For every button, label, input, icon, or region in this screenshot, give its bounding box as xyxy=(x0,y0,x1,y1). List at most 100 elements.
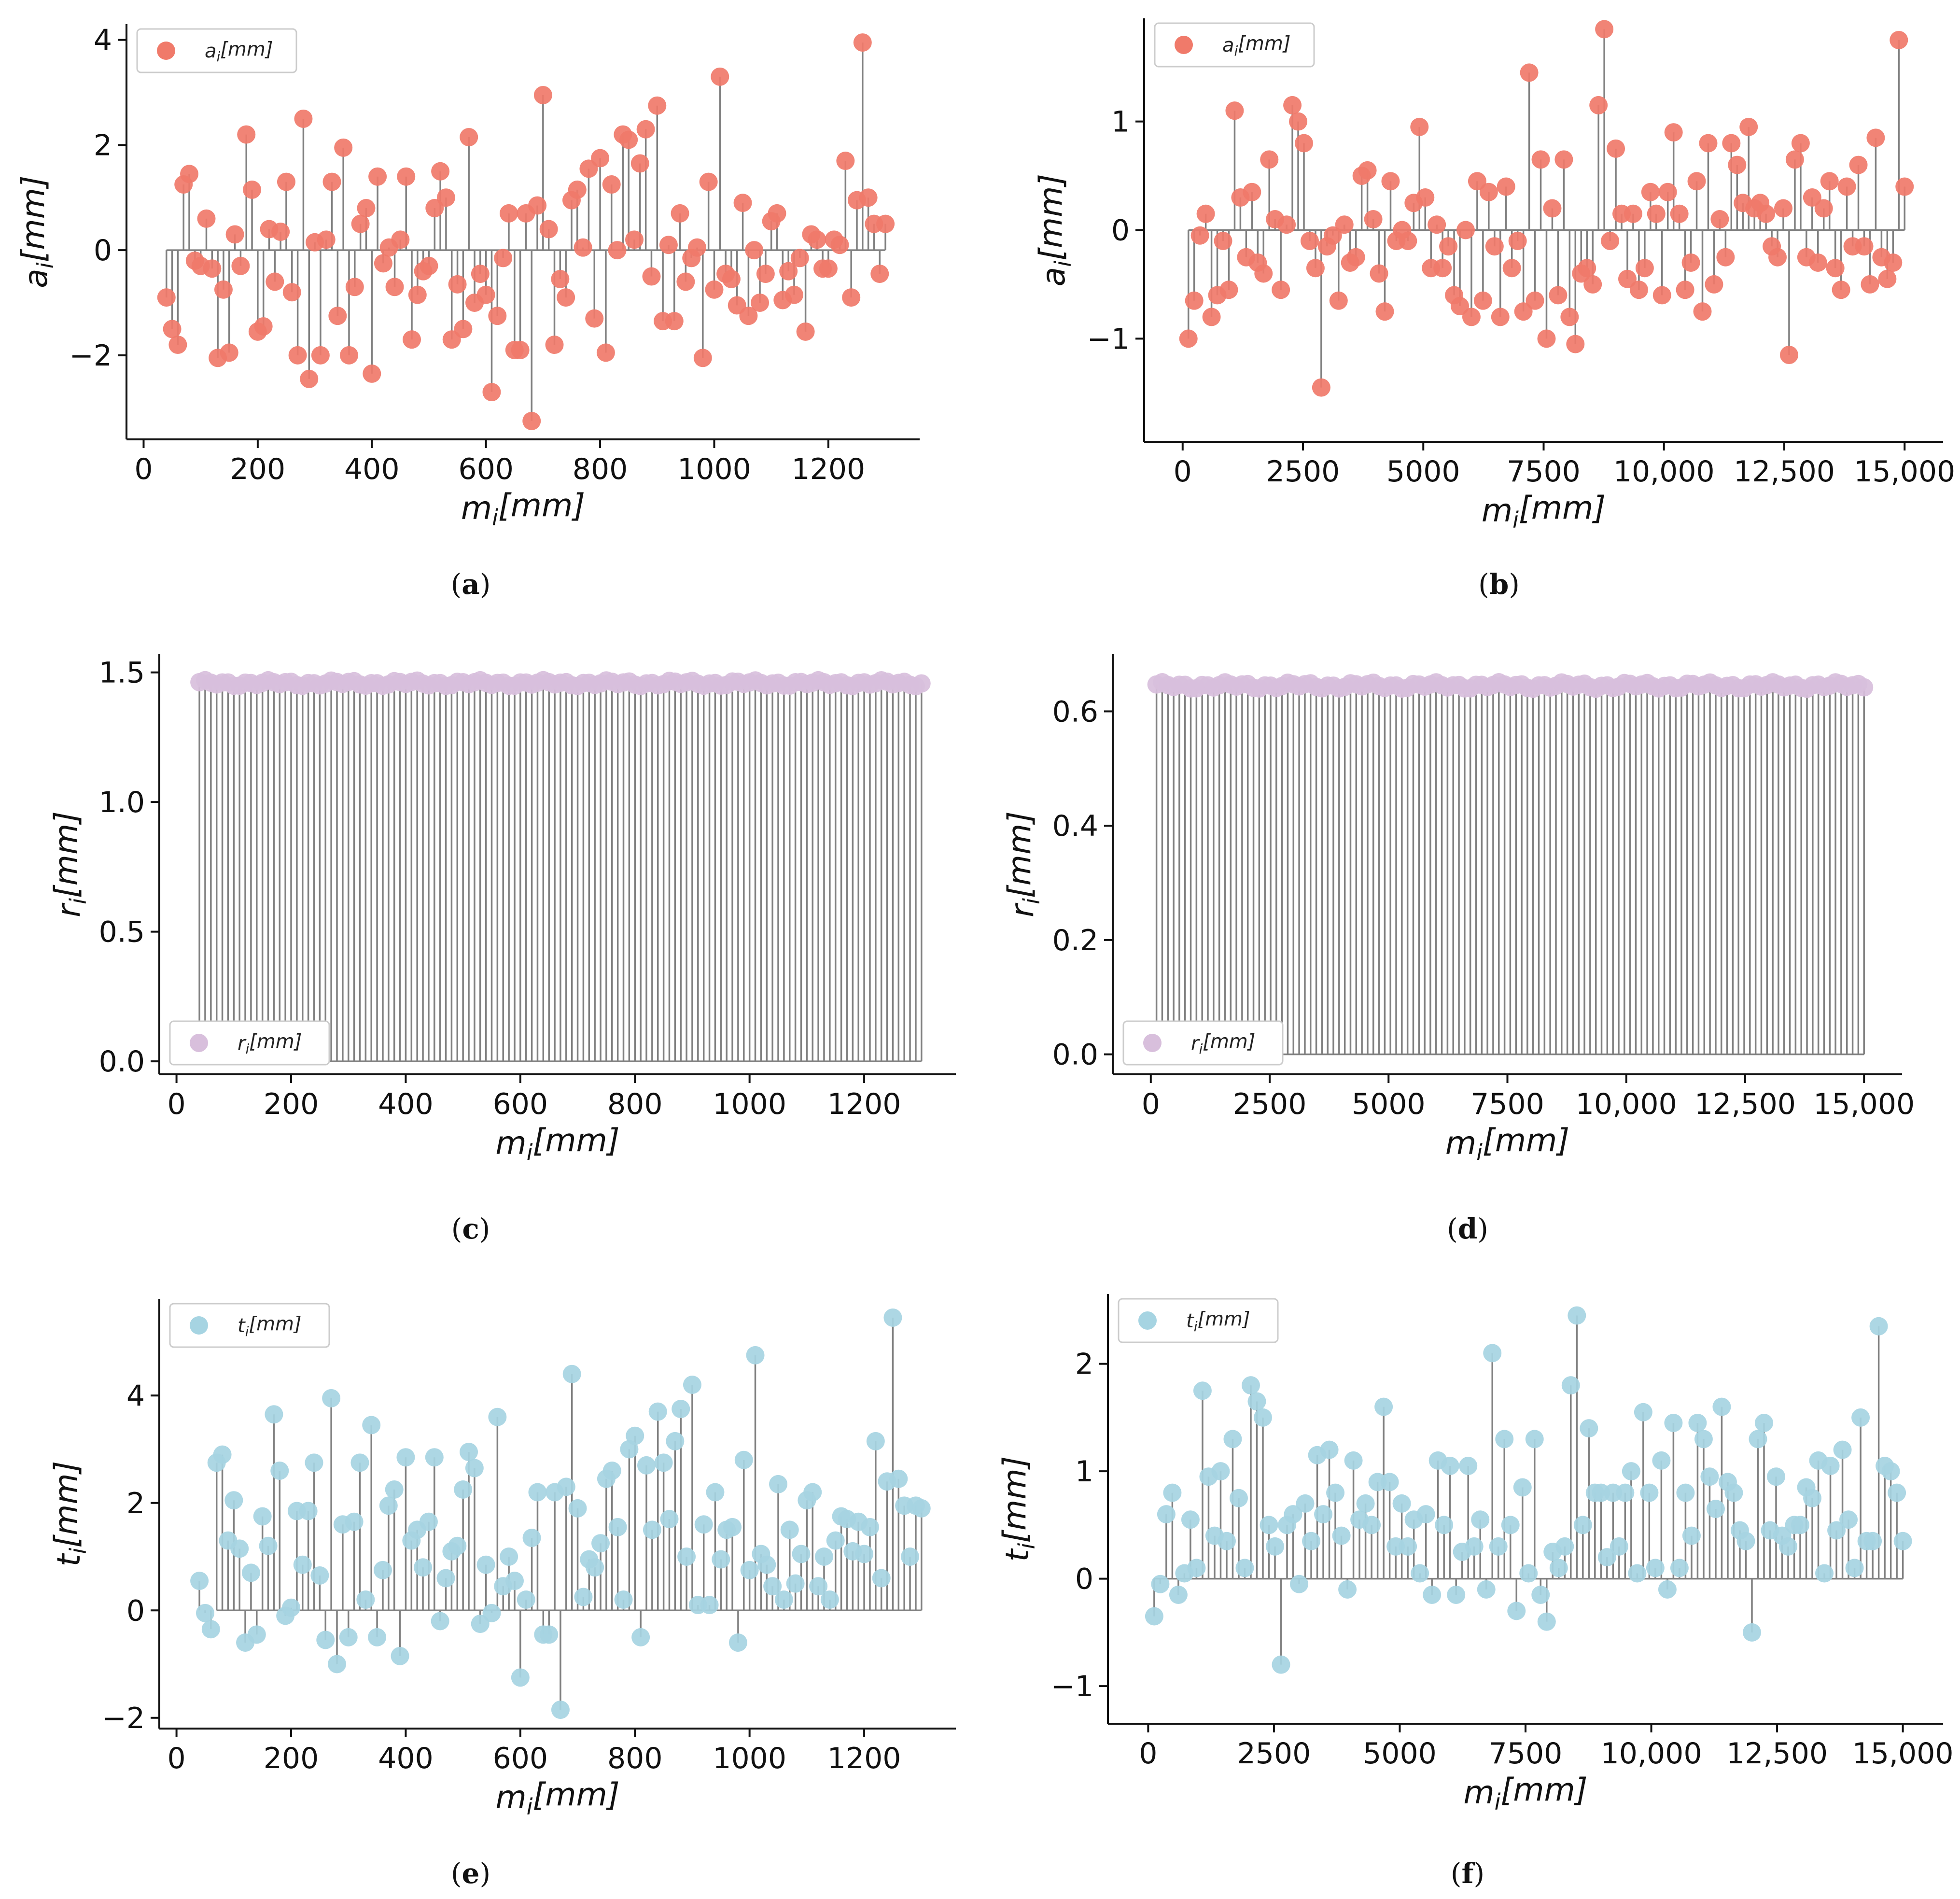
data-point xyxy=(872,1569,891,1588)
data-point xyxy=(465,1459,484,1477)
data-point xyxy=(528,196,547,215)
data-point xyxy=(1863,1532,1882,1550)
y-tick-label: 0.2 xyxy=(1052,924,1098,957)
data-point xyxy=(1555,1537,1574,1556)
data-point xyxy=(1277,215,1296,234)
data-point xyxy=(254,317,273,336)
data-point xyxy=(322,172,341,191)
data-point xyxy=(1757,204,1776,223)
data-point xyxy=(488,1407,507,1426)
data-point xyxy=(1560,308,1579,326)
data-point xyxy=(1618,269,1637,288)
data-point xyxy=(397,167,416,186)
data-point xyxy=(1433,259,1452,278)
data-point xyxy=(282,283,301,302)
x-axis-label: mi[mm] xyxy=(495,1776,619,1819)
data-point xyxy=(631,1628,650,1646)
data-point xyxy=(368,167,387,186)
x-tick-label: 7500 xyxy=(1507,455,1581,489)
data-point xyxy=(1485,237,1504,256)
data-point xyxy=(1416,188,1435,207)
data-point xyxy=(197,209,216,228)
data-point xyxy=(517,1590,535,1609)
data-point xyxy=(327,1655,346,1674)
data-point xyxy=(1693,302,1712,321)
data-point xyxy=(1774,199,1792,218)
data-point xyxy=(317,230,336,249)
legend-box xyxy=(1118,1298,1279,1343)
markers xyxy=(1147,673,1874,698)
data-point xyxy=(728,1633,747,1652)
chart-a: 0 200 400 600 800 1000 1200 −2 0 2 4 mi[mm] ai[mm] ai… xyxy=(14,24,920,601)
data-point xyxy=(1767,1467,1785,1486)
data-point xyxy=(1202,308,1221,326)
data-point xyxy=(866,1432,885,1450)
data-point xyxy=(659,236,678,254)
data-point xyxy=(1235,1559,1254,1577)
chart-c: 0 200 400 600 800 1000 1200 0.0 0.5 1.0 1.5 mi[mm] r… xyxy=(47,654,956,1245)
data-point xyxy=(1803,188,1821,207)
data-point xyxy=(230,1539,249,1558)
y-tick-label: 2 xyxy=(1075,1348,1093,1381)
y-axis-label: ri[mm] xyxy=(47,811,91,917)
data-point xyxy=(500,1547,518,1566)
data-point xyxy=(1479,183,1498,201)
data-point xyxy=(1768,248,1787,267)
data-point xyxy=(1624,204,1642,223)
data-point xyxy=(363,364,381,383)
data-point xyxy=(1456,221,1475,239)
x-tick-label: 0 xyxy=(134,452,153,486)
data-point xyxy=(460,1443,478,1462)
data-point xyxy=(488,307,507,325)
data-point xyxy=(836,152,855,170)
subplot-caption: (c) xyxy=(451,1212,490,1245)
data-point xyxy=(1537,329,1556,348)
data-point xyxy=(1243,183,1261,201)
data-point xyxy=(1179,329,1198,348)
data-point xyxy=(385,1480,404,1499)
data-point xyxy=(1710,210,1729,229)
data-point xyxy=(1151,1575,1170,1593)
stems xyxy=(198,680,923,1062)
data-point xyxy=(1658,183,1677,201)
data-point xyxy=(1861,275,1879,294)
data-point xyxy=(1664,1414,1683,1432)
data-point xyxy=(677,1547,696,1566)
data-point xyxy=(259,1536,278,1555)
data-point xyxy=(356,1590,375,1609)
data-point xyxy=(853,33,872,52)
data-point xyxy=(522,1529,541,1547)
data-point xyxy=(1622,1462,1640,1481)
data-point xyxy=(1849,155,1868,174)
data-point xyxy=(786,1574,805,1593)
y-tick-label: 1 xyxy=(1111,105,1130,139)
data-point xyxy=(694,1515,713,1534)
data-point xyxy=(1260,150,1279,169)
data-point xyxy=(796,322,815,341)
x-tick-label: 12,500 xyxy=(1694,1087,1796,1121)
x-tick-label: 15,000 xyxy=(1813,1087,1915,1121)
data-point xyxy=(539,220,558,239)
data-point xyxy=(494,249,513,267)
legend-marker xyxy=(1143,1034,1162,1052)
x-tick-label: 200 xyxy=(264,1742,319,1775)
data-point xyxy=(471,1615,490,1633)
data-point xyxy=(602,1462,621,1480)
data-point xyxy=(860,1518,879,1536)
data-point xyxy=(756,265,775,283)
x-tick-label: 0 xyxy=(1142,1087,1160,1121)
data-point xyxy=(1375,302,1394,321)
data-point xyxy=(1687,172,1706,191)
data-point xyxy=(1554,150,1573,169)
data-point xyxy=(1700,1467,1719,1486)
data-point xyxy=(1878,269,1897,288)
data-point xyxy=(1681,253,1700,272)
data-point xyxy=(425,1448,444,1467)
data-point xyxy=(1716,248,1735,267)
legend-label: ri[mm] xyxy=(238,1031,302,1057)
data-point xyxy=(1223,1430,1242,1449)
x-tick-label: 15,000 xyxy=(1852,1737,1954,1771)
data-point xyxy=(190,1572,209,1590)
data-point xyxy=(271,223,290,241)
